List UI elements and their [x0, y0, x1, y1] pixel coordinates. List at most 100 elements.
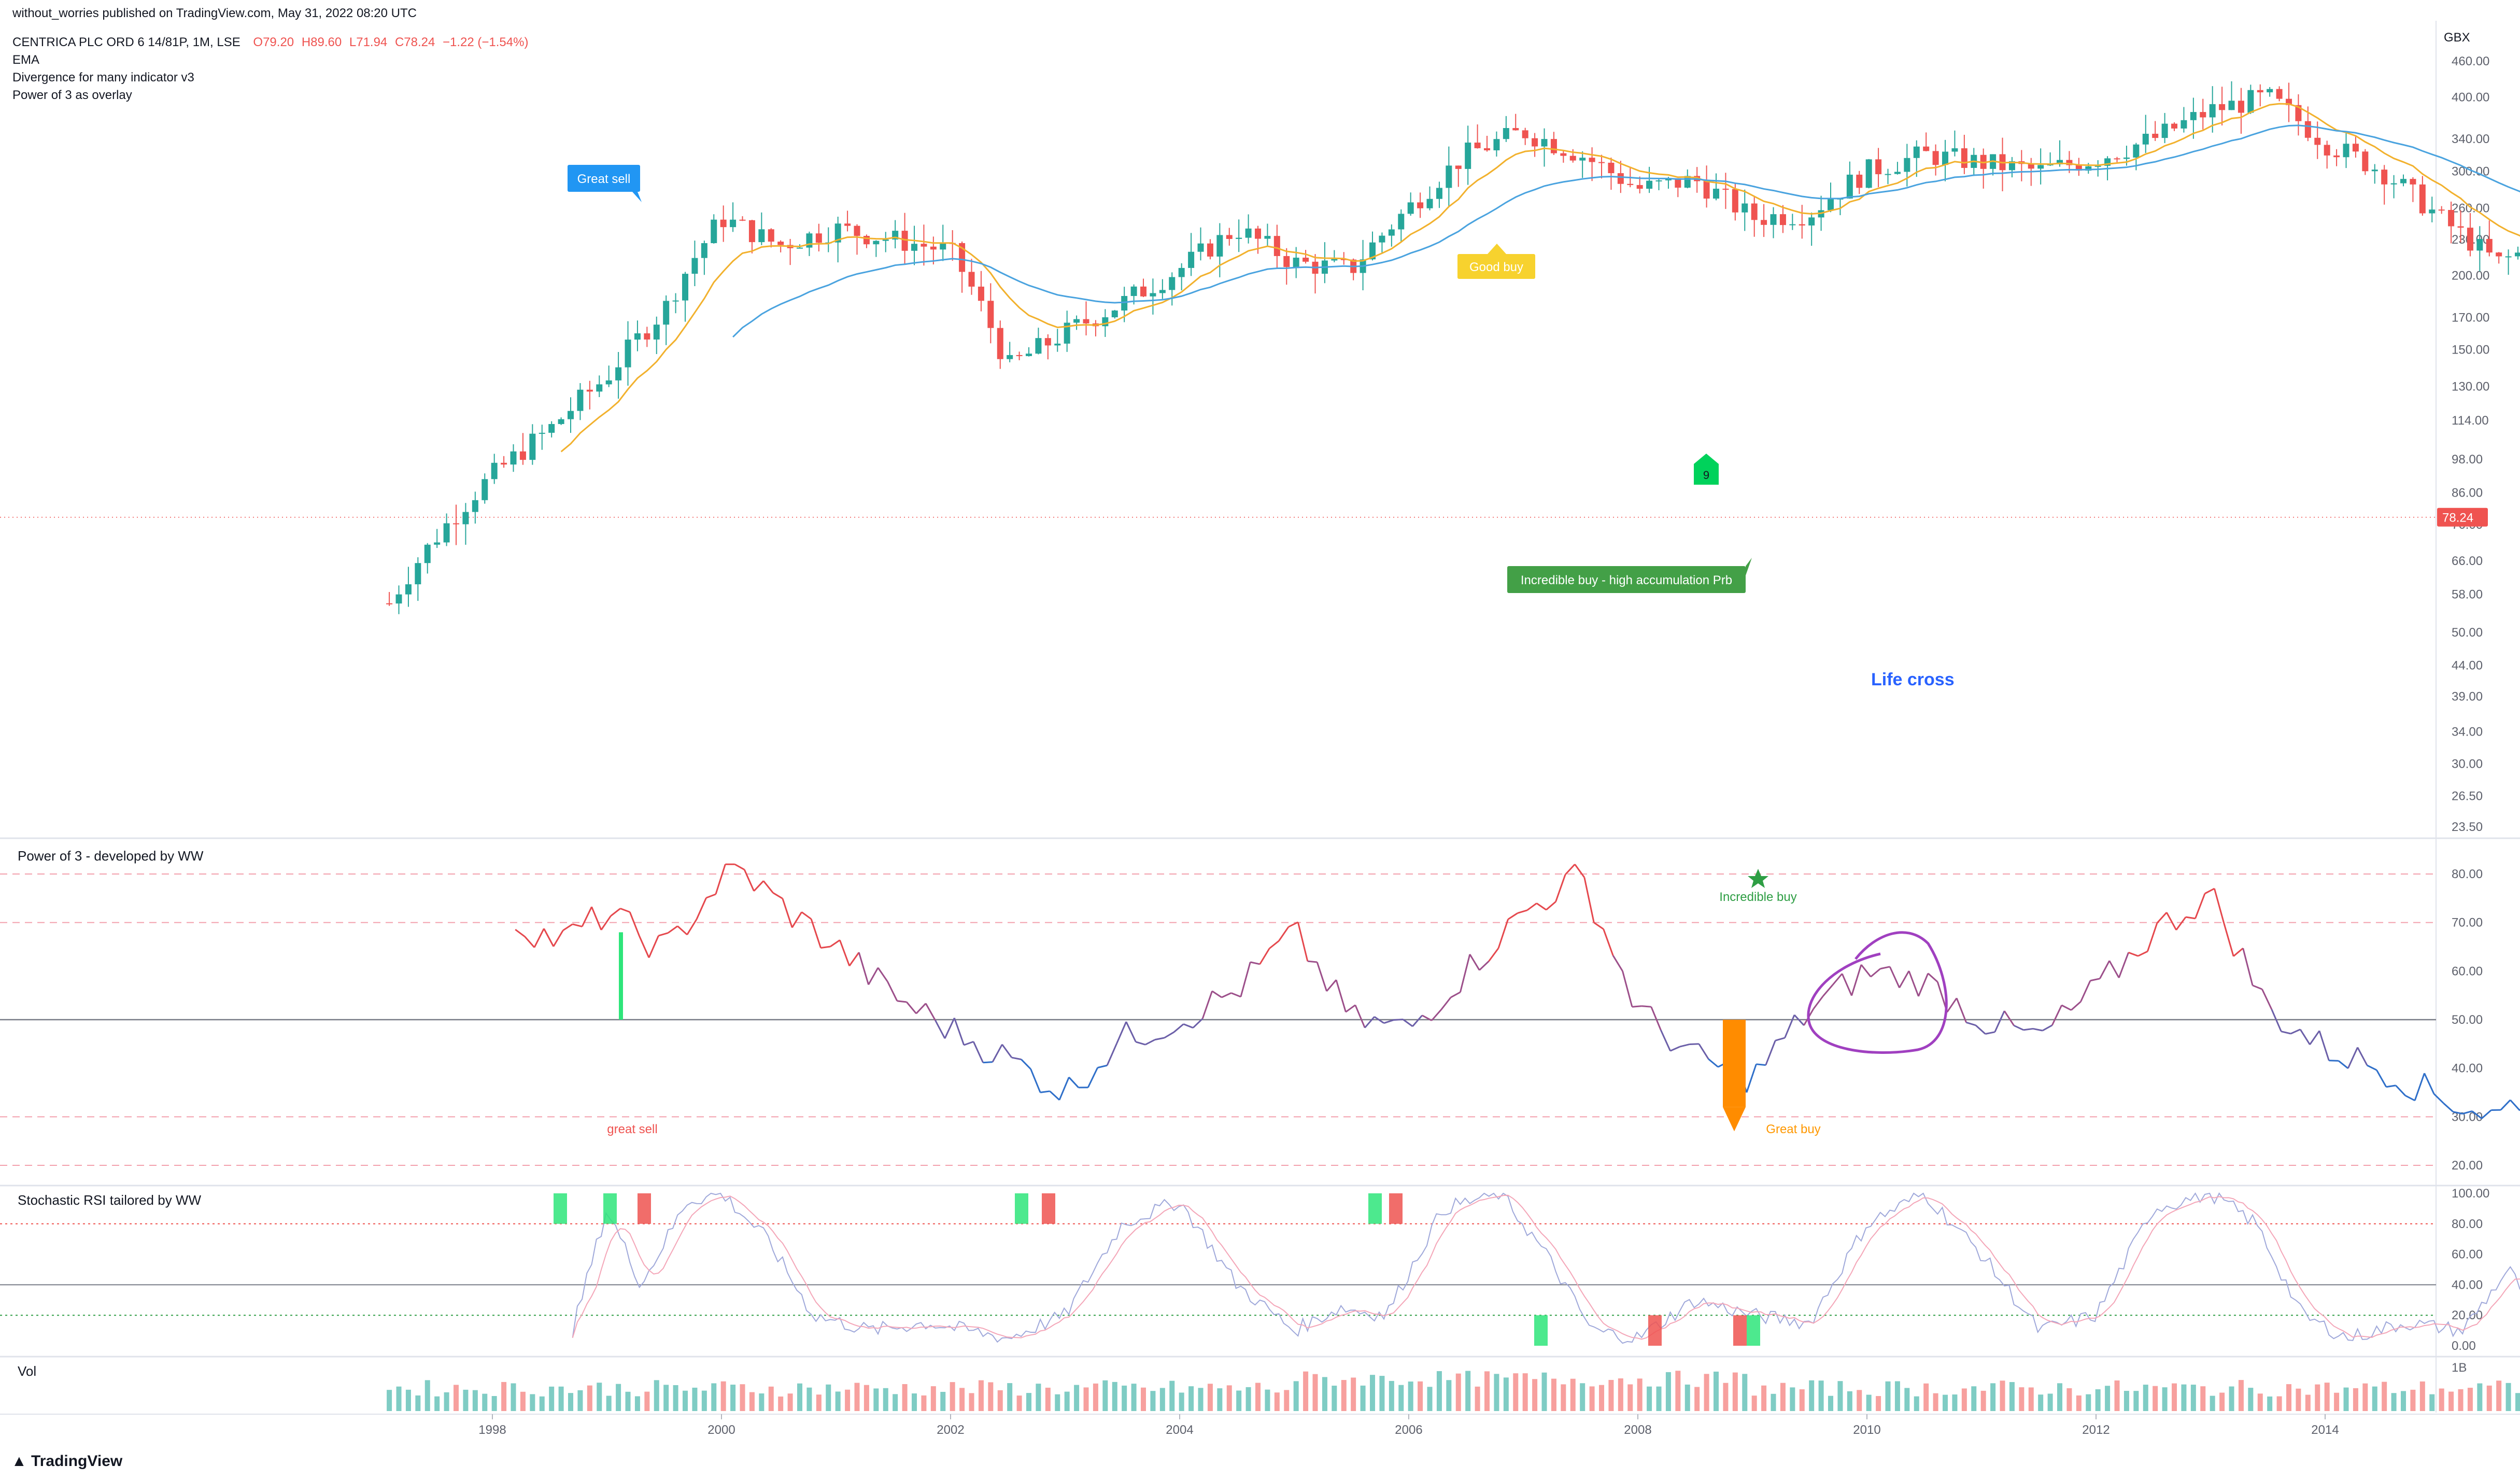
- power3-line-segment: [897, 1001, 907, 1002]
- price-candle: [462, 512, 469, 525]
- indicator-ema-label[interactable]: EMA: [12, 53, 39, 67]
- volume-bar: [1666, 1372, 1671, 1411]
- great-buy-caption: Great buy: [1766, 1122, 1820, 1136]
- stoch-cross-highlight: [603, 1193, 617, 1224]
- volume-bar: [1093, 1384, 1098, 1411]
- volume-bar: [2105, 1386, 2110, 1411]
- price-candle: [1226, 235, 1233, 239]
- volume-bar: [1122, 1386, 1127, 1411]
- price-candle: [2152, 134, 2158, 138]
- price-candle: [644, 333, 650, 340]
- stoch-cross-highlight: [1015, 1193, 1028, 1224]
- price-candle: [520, 452, 526, 460]
- stoch-cross-highlight: [1534, 1315, 1548, 1346]
- volume-bar: [626, 1392, 631, 1411]
- indicator-divergence-label[interactable]: Divergence for many indicator v3: [12, 71, 194, 85]
- price-candle: [1026, 354, 1032, 356]
- volume-bar: [1923, 1384, 1929, 1411]
- volume-bar: [2362, 1384, 2368, 1411]
- price-candle: [1016, 355, 1023, 356]
- power3-line-segment: [1308, 961, 1317, 962]
- pane-stoch-rsi-title[interactable]: Stochastic RSI tailored by WW: [18, 1192, 201, 1208]
- volume-bar: [2296, 1389, 2301, 1411]
- volume-bar: [864, 1385, 869, 1411]
- power3-line-segment: [1641, 1006, 1651, 1007]
- price-candle: [415, 563, 421, 584]
- price-candle: [1446, 165, 1452, 188]
- price-candle: [1789, 224, 1795, 225]
- volume-bar: [1065, 1392, 1070, 1411]
- volume-bar: [587, 1386, 592, 1411]
- volume-bar: [2048, 1393, 2053, 1411]
- volume-bar: [2239, 1380, 2244, 1411]
- tradingview-logo[interactable]: ▲ TradingView: [11, 1453, 122, 1470]
- stoch-cross-highlight: [1368, 1193, 1382, 1224]
- volume-bar: [1904, 1388, 1909, 1411]
- volume-bar: [2496, 1380, 2501, 1411]
- price-candle: [768, 229, 774, 242]
- volume-bar: [969, 1393, 974, 1411]
- price-candle: [587, 390, 593, 392]
- price-tick-label: 98.00: [2452, 453, 2483, 467]
- volume-bar: [1055, 1394, 1060, 1411]
- price-candle: [1274, 236, 1280, 256]
- pane-volume-title[interactable]: Vol: [18, 1363, 36, 1379]
- price-tick-label: 50.00: [2452, 626, 2483, 640]
- stoch-cross-highlight: [1389, 1193, 1403, 1224]
- volume-bar: [635, 1396, 640, 1411]
- volume-bar: [1198, 1388, 1204, 1411]
- volume-bar: [2401, 1391, 2406, 1411]
- pane-power3-title[interactable]: Power of 3 - developed by WW: [18, 848, 203, 864]
- price-candle: [1216, 235, 1223, 257]
- volume-bar: [921, 1396, 926, 1411]
- volume-bar: [1494, 1374, 1499, 1411]
- volume-bar: [2439, 1388, 2444, 1411]
- price-candle: [1522, 130, 1528, 138]
- price-candle: [940, 243, 946, 250]
- price-candle: [1493, 139, 1499, 150]
- time-axis-label: 2008: [1624, 1423, 1651, 1437]
- price-tick-label: 58.00: [2452, 587, 2483, 601]
- symbol-name[interactable]: CENTRICA PLC ORD 6 14/81P, 1M, LSE: [12, 35, 240, 49]
- volume-bar: [1160, 1388, 1165, 1411]
- stoch-tick-label: 60.00: [2452, 1248, 2483, 1262]
- indicator-power3-overlay-label[interactable]: Power of 3 as overlay: [12, 88, 132, 103]
- volume-bar: [2382, 1382, 2387, 1411]
- volume-bar: [1484, 1371, 1490, 1411]
- price-candle: [548, 424, 555, 433]
- life-cross-label: Life cross: [1871, 670, 1955, 689]
- volume-bar: [1465, 1371, 1470, 1411]
- price-candle: [1102, 317, 1108, 326]
- volume-bar: [1361, 1386, 1366, 1411]
- price-candle: [472, 500, 478, 512]
- volume-bar: [1618, 1378, 1623, 1411]
- volume-bar: [1446, 1380, 1451, 1411]
- price-candle: [844, 223, 851, 225]
- volume-bar: [1933, 1393, 1938, 1411]
- price-candle: [1923, 147, 1929, 151]
- volume-bar: [1074, 1385, 1079, 1411]
- price-candle: [1904, 158, 1910, 172]
- volume-bar: [1866, 1395, 1872, 1411]
- volume-bar: [1551, 1379, 1556, 1411]
- volume-bar: [883, 1388, 888, 1411]
- volume-bar: [1427, 1387, 1433, 1411]
- stoch-tick-label: 100.00: [2452, 1187, 2489, 1201]
- volume-bar: [2506, 1383, 2511, 1411]
- stoch-cross-highlight: [1747, 1315, 1760, 1346]
- volume-bar: [1714, 1372, 1719, 1411]
- volume-bar: [492, 1396, 497, 1411]
- time-axis-label: 2004: [1166, 1423, 1193, 1437]
- volume-bar: [1112, 1382, 1117, 1411]
- price-candle: [2162, 124, 2168, 138]
- price-candle: [1828, 199, 1834, 210]
- volume-bar: [1322, 1377, 1327, 1411]
- volume-bar: [979, 1380, 984, 1411]
- volume-bar: [2133, 1391, 2139, 1411]
- volume-bar: [577, 1390, 583, 1411]
- volume-bar: [721, 1382, 726, 1411]
- volume-bar: [1723, 1383, 1728, 1411]
- volume-bar: [1637, 1378, 1643, 1411]
